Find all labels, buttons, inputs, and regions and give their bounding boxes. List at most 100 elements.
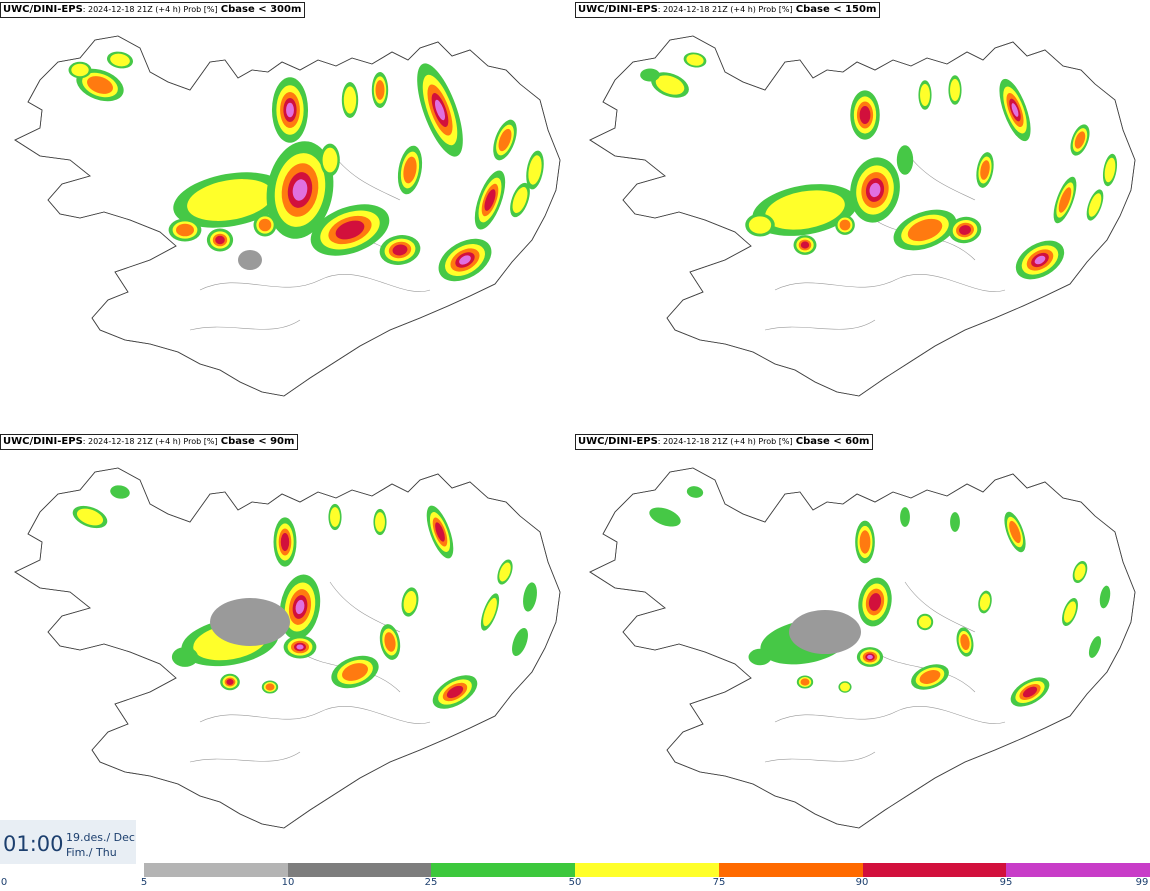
probability-contour [1063, 601, 1077, 623]
probability-contour [226, 679, 234, 685]
probability-contour [1022, 686, 1038, 698]
panel-title: UWC/DINI-EPS: 2024-12-18 21Z (+4 h) Prob… [575, 434, 874, 450]
probability-contour [322, 147, 338, 173]
iceland-map [589, 467, 1136, 829]
coastline-overlay [14, 467, 561, 829]
probability-contour [110, 53, 130, 67]
probability-contour [512, 187, 528, 213]
probability-contour [800, 241, 810, 249]
probability-contour [335, 220, 365, 240]
colorbar-tick: 25 [424, 877, 438, 888]
probability-contour [528, 155, 542, 185]
probability-contour [840, 682, 850, 692]
coastline-overlay [14, 35, 561, 397]
probability-colorbar [144, 863, 1150, 877]
colorbar-segment [862, 863, 1007, 877]
probability-contour [110, 485, 130, 499]
region-boundary [764, 581, 1006, 763]
probability-contour [748, 216, 772, 234]
probability-contour [900, 507, 910, 527]
probability-contour [907, 218, 943, 242]
probability-contour [343, 86, 357, 114]
probability-contour [210, 598, 290, 646]
probability-contour [1034, 255, 1046, 265]
probability-contour [435, 522, 445, 542]
probability-contour [920, 83, 930, 107]
colorbar-segment [575, 863, 719, 877]
probability-contour [649, 507, 681, 527]
colorbar-tick: 75 [712, 877, 726, 888]
probability-contour [498, 128, 512, 152]
valid-date: 19.des./ Dec Fim./ Thu [66, 831, 135, 859]
probability-contour [640, 68, 660, 82]
colorbar-tick: 99 [1135, 877, 1149, 888]
probability-field [72, 485, 537, 709]
colorbar-tick: 50 [568, 877, 582, 888]
probability-contour [187, 179, 273, 221]
probability-contour [434, 99, 446, 121]
probability-contour [1011, 103, 1019, 117]
probability-contour [1009, 520, 1021, 544]
probability-contour [403, 590, 417, 614]
valid-time: 01:00 [3, 832, 64, 856]
probability-contour [459, 255, 471, 265]
probability-contour [523, 582, 537, 612]
probability-contour [280, 533, 290, 551]
probability-contour [295, 599, 305, 615]
probability-contour [859, 530, 871, 554]
iceland-map [14, 467, 561, 829]
map-panel-90m: UWC/DINI-EPS: 2024-12-18 21Z (+4 h) Prob… [0, 432, 575, 864]
probability-contour [748, 648, 772, 666]
colorbar-tick: 90 [855, 877, 869, 888]
probability-contour [292, 179, 308, 201]
probability-contour [1088, 193, 1102, 217]
probability-contour [959, 225, 971, 235]
probability-contour [483, 597, 497, 627]
colorbar-segment [287, 863, 432, 877]
coastline-overlay [589, 35, 1136, 397]
colorbar-tick: 10 [281, 877, 295, 888]
probability-contour [176, 223, 194, 237]
probability-contour [375, 512, 385, 532]
probability-contour [896, 145, 914, 175]
probability-contour [265, 683, 275, 691]
panel-title: UWC/DINI-EPS: 2024-12-18 21Z (+4 h) Prob… [575, 2, 881, 18]
probability-contour [869, 182, 881, 198]
probability-contour [1104, 157, 1116, 183]
panel-title: UWC/DINI-EPS: 2024-12-18 21Z (+4 h) Prob… [0, 2, 306, 18]
probability-contour [918, 615, 932, 629]
panel-title: UWC/DINI-EPS: 2024-12-18 21Z (+4 h) Prob… [0, 434, 299, 450]
probability-contour [392, 244, 408, 256]
colorbar-segment [431, 863, 576, 877]
probability-contour [215, 235, 225, 245]
probability-contour [384, 632, 396, 652]
probability-contour [76, 508, 104, 526]
probability-contour [960, 633, 970, 651]
probability-contour [286, 102, 294, 118]
probability-contour [87, 76, 113, 94]
probability-contour [868, 593, 882, 611]
probability-contour [655, 75, 685, 95]
probability-field [68, 51, 544, 282]
colorbar-tick: 0 [0, 877, 8, 888]
probability-contour [979, 593, 991, 611]
probability-contour [859, 106, 871, 124]
probability-contour [403, 156, 417, 184]
probability-contour [258, 218, 272, 232]
map-panel-60m: UWC/DINI-EPS: 2024-12-18 21Z (+4 h) Prob… [575, 432, 1150, 864]
coastline-overlay [589, 467, 1136, 829]
probability-contour [1074, 563, 1086, 581]
probability-contour [800, 678, 810, 686]
probability-contour [919, 670, 941, 684]
probability-contour [512, 627, 528, 657]
colorbar-tick: 95 [999, 877, 1013, 888]
region-boundary [189, 149, 431, 331]
probability-contour [1099, 585, 1111, 609]
colorbar-segment [1006, 863, 1150, 877]
probability-contour [375, 80, 385, 100]
map-panel-300m: UWC/DINI-EPS: 2024-12-18 21Z (+4 h) Prob… [0, 0, 575, 432]
valid-time-box: 01:00 19.des./ Dec Fim./ Thu [0, 820, 136, 864]
probability-contour [499, 562, 511, 582]
iceland-map [589, 35, 1136, 397]
probability-contour [839, 219, 851, 231]
